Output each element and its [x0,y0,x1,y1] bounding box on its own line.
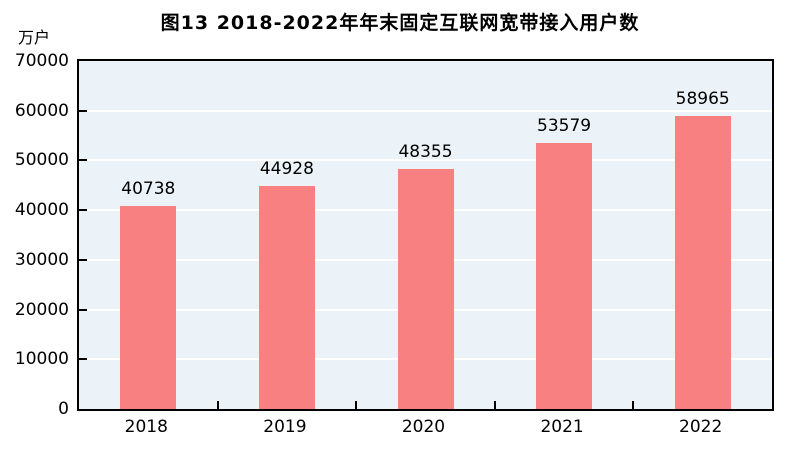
plot-inner: 40738 44928 48355 53579 58965 [79,61,772,409]
x-axis-tick-label-2021: 2021 [540,417,584,437]
y-axis-tick-30000 [79,258,87,261]
bar-value-label-2018: 40738 [121,179,176,200]
y-axis-tick-label-60000: 60000 [14,100,69,121]
bar-value-label-2019: 44928 [259,158,314,179]
y-axis-tick-label-30000: 30000 [14,249,69,270]
y-axis-tick-60000 [79,109,87,112]
y-axis-tick-label-10000: 10000 [14,349,69,370]
y-axis-tick-label-70000: 70000 [14,51,69,71]
bar-2021 [536,142,593,409]
x-axis-tick-4 [632,401,635,409]
y-axis-tick-label-20000: 20000 [14,299,69,320]
y-axis-tick-20000 [79,308,87,311]
plot-area: 40738 44928 48355 53579 58965 [77,59,774,411]
bar-2018 [120,206,177,409]
x-axis-tick-label-2019: 2019 [263,417,307,437]
bar-value-label-2020: 48355 [398,141,453,162]
gridline-60000 [79,109,772,112]
x-axis-tick-label-2020: 2020 [401,417,446,437]
bar-value-label-2022: 58965 [675,88,730,109]
y-axis-unit-label: 万户 [18,28,51,47]
y-axis-tick-label-40000: 40000 [14,200,69,221]
y-axis-tick-50000 [79,159,87,162]
y-axis-tick-40000 [79,209,87,212]
y-axis-tick-label-0: 0 [58,399,69,419]
x-axis-tick-label-2018: 2018 [124,417,168,437]
y-axis-tick-10000 [79,358,87,361]
bar-2022 [674,115,731,409]
y-axis-tick-label-50000: 50000 [14,150,69,171]
bar-2019 [258,185,315,409]
gridline-50000 [79,159,772,162]
x-axis-tick-2 [355,401,358,409]
x-axis-tick-label-2022: 2022 [679,417,723,437]
bar-value-label-2021: 53579 [537,115,592,136]
chart-title: 图13 2018-2022年年末固定互联网宽带接入用户数 [160,12,640,34]
bar-2020 [397,168,454,409]
x-axis-tick-1 [216,401,219,409]
x-axis-tick-3 [493,401,496,409]
